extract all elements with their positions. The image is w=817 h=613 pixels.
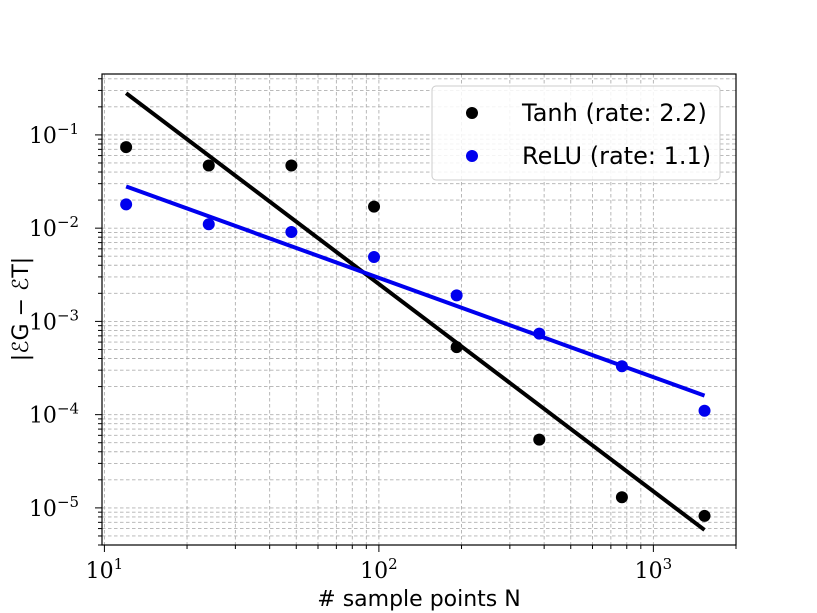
- legend-marker-relu: [466, 150, 478, 162]
- point-tanh-1: [202, 159, 215, 172]
- legend-label-tanh: Tanh (rate: 2.2): [521, 99, 707, 127]
- legend-box: [431, 85, 721, 181]
- y-tick-label-1: 10−2: [29, 213, 79, 242]
- axis-ticks: [95, 78, 737, 552]
- point-relu-5: [533, 327, 546, 340]
- x-axis-label: # sample points N: [317, 587, 520, 612]
- point-tanh-5: [533, 433, 546, 446]
- point-relu-4: [450, 289, 463, 302]
- point-relu-2: [285, 225, 298, 238]
- point-tanh-4: [450, 341, 463, 354]
- fit-line-relu: [125, 184, 706, 398]
- legend: Tanh (rate: 2.2) ReLU (rate: 1.1): [431, 85, 721, 181]
- y-axis-label: |ℰG − ℰT|: [9, 257, 34, 361]
- legend-label-relu: ReLU (rate: 1.1): [522, 142, 711, 170]
- fit-line-tanh: [124, 91, 706, 532]
- y-tick-label-3: 10−4: [29, 400, 79, 429]
- y-tick-label-4: 10−5: [29, 493, 79, 522]
- x-tick-label-0: 101: [86, 555, 124, 584]
- fit-lines: [124, 91, 706, 532]
- point-relu-0: [120, 198, 133, 211]
- x-tick-label-1: 102: [360, 555, 398, 584]
- x-tick-label-2: 103: [635, 555, 673, 584]
- x-tick-labels: 101 102 103: [86, 555, 673, 584]
- y-tick-labels: 10−1 10−2 10−3 10−4 10−5: [29, 120, 79, 522]
- legend-marker-tanh: [466, 107, 478, 119]
- plot-frame: [101, 73, 737, 546]
- point-tanh-7: [698, 509, 711, 522]
- point-tanh-2: [285, 159, 298, 172]
- point-relu-3: [368, 251, 381, 264]
- point-relu-7: [698, 404, 711, 417]
- point-relu-1: [202, 218, 215, 231]
- y-tick-label-2: 10−3: [29, 306, 79, 335]
- point-tanh-0: [120, 141, 133, 154]
- data-points: [120, 141, 711, 522]
- y-tick-label-0: 10−1: [29, 120, 79, 149]
- point-tanh-3: [368, 200, 381, 213]
- point-tanh-6: [615, 491, 628, 504]
- point-relu-6: [615, 360, 628, 373]
